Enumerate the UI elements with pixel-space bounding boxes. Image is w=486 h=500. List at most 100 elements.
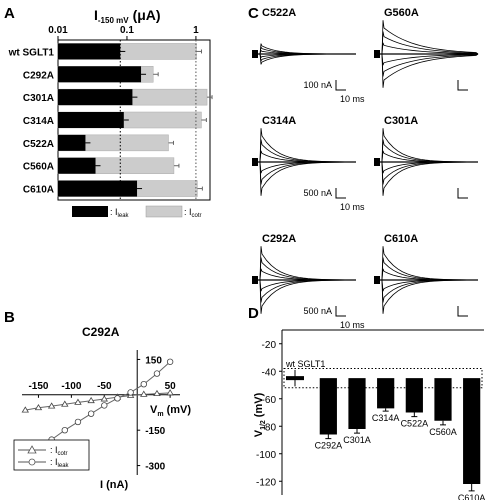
d-bar — [405, 378, 423, 413]
c-trace-label: C522A — [262, 7, 296, 19]
b-point-leak — [114, 395, 121, 402]
a-category-label: C610A — [23, 185, 54, 196]
b-point-leak — [61, 426, 68, 434]
c-trace-line — [378, 53, 479, 77]
c-scale-time: 10 ms — [340, 320, 365, 330]
legend-label-leak: : Ileak — [110, 207, 130, 219]
c-trace-line — [378, 257, 479, 281]
d-bar — [319, 378, 337, 435]
panel-d-bar-chart: V1/2(mV) -20 -40 -60 -80 -100 -120 wt SGLT1 C2… — [253, 329, 486, 500]
b-x-tick-label: -50 — [97, 381, 112, 392]
c-scale-amplitude: 500 nA — [303, 188, 332, 198]
d-y-tick-label: -60 — [262, 395, 277, 406]
c-scale-bar — [457, 306, 468, 317]
a-bar-leak — [58, 157, 96, 174]
panel-letter-d: D — [248, 305, 259, 322]
legend-label-cotr: : Icotr — [184, 207, 202, 219]
b-point-cotr — [21, 406, 29, 413]
a-tick-label: 1 — [193, 25, 199, 36]
a-category-label: C314A — [23, 116, 54, 127]
panel-letter-b: B — [4, 309, 15, 326]
d-category-label: C301A — [343, 435, 371, 445]
c-trace-line — [378, 42, 479, 55]
c-scale-bar — [457, 188, 468, 199]
b-x-tick-label: -150 — [28, 381, 48, 392]
c-scale-bar — [335, 188, 346, 199]
c-trace-label: C301A — [384, 115, 418, 127]
panel-b-title: C292A — [82, 325, 120, 339]
b-point-cotr — [153, 389, 161, 397]
c-trace-line — [378, 31, 479, 55]
c-trace-line — [378, 279, 479, 303]
b-point-cotr — [34, 404, 43, 411]
legend-marker-triangle — [27, 445, 37, 454]
b-y-tick-label: 150 — [145, 355, 162, 366]
a-bar-leak — [58, 134, 86, 151]
panel-b-ylabel: I (nA) — [100, 479, 128, 491]
c-trace-line — [256, 53, 357, 63]
d-category-label: C610A — [458, 493, 486, 500]
panel-d-ylabel: V1/2(mV) — [253, 392, 267, 437]
a-bar-leak — [58, 112, 124, 128]
a-category-label: C522A — [23, 139, 54, 150]
b-point-cotr — [166, 389, 174, 396]
d-y-tick-label: -100 — [256, 450, 276, 461]
panel-letter-c: C — [248, 5, 259, 22]
d-y-tick-label: -120 — [256, 477, 276, 488]
c-scale-time: 10 ms — [340, 94, 365, 104]
b-point-leak — [140, 380, 147, 388]
b-point-cotr — [100, 395, 108, 402]
panel-letter-a: A — [4, 5, 15, 22]
c-trace-baseline-block — [374, 158, 380, 166]
b-y-tick-label: -300 — [145, 462, 165, 473]
b-point-leak — [87, 410, 95, 417]
c-scale-bar — [335, 80, 346, 91]
c-scale-bar — [457, 80, 468, 91]
panel-b-legend — [13, 439, 90, 471]
c-scale-bar — [335, 306, 346, 317]
d-category-label: C560A — [429, 427, 457, 437]
legend-swatch-cotr — [145, 205, 183, 218]
b-point-cotr — [74, 398, 82, 405]
legend-swatch-leak — [72, 206, 108, 217]
d-bar — [434, 378, 452, 421]
c-trace-line — [378, 20, 479, 55]
legend-b-cotr: : Icotr — [50, 445, 68, 457]
panel-c-current-traces: C522A 100 nA 10 ms G560A C314A 500 nA 10 ms C30… — [252, 7, 479, 330]
panel-a-axis-title: I-150 mV (μA) — [94, 7, 161, 25]
a-bar-leak — [58, 180, 138, 197]
b-series-line-cotr — [25, 392, 171, 411]
b-point-leak — [74, 418, 82, 426]
c-trace-line — [256, 45, 357, 55]
a-category-label: C292A — [23, 70, 54, 81]
panel-b-iv-plot: C292A -150 -100 -50 50 150 -150 -300 Vm (mV) I … — [13, 325, 191, 491]
b-point-cotr — [87, 396, 95, 404]
a-category-label: wt SGLT1 — [8, 47, 55, 58]
legend-marker-circle — [28, 458, 36, 466]
b-point-leak — [153, 370, 161, 377]
b-x-tick-label: -100 — [61, 381, 81, 392]
c-trace-baseline-block — [374, 276, 380, 284]
a-tick-label: 0.1 — [120, 25, 134, 36]
d-category-label: C522A — [401, 419, 429, 429]
a-category-label: C301A — [23, 93, 54, 104]
c-trace-line — [378, 53, 479, 88]
c-trace-line — [256, 257, 357, 281]
c-trace-line — [378, 139, 479, 163]
b-point-leak — [166, 358, 174, 365]
c-trace-line — [378, 53, 479, 66]
c-scale-amplitude: 500 nA — [303, 306, 332, 316]
a-bar-leak — [58, 43, 121, 60]
c-trace-baseline-block — [252, 158, 258, 166]
b-point-cotr — [47, 402, 56, 409]
c-trace-label: G560A — [384, 7, 419, 19]
d-category-label: C314A — [372, 413, 400, 423]
c-trace-line — [256, 161, 357, 185]
c-scale-time: 10 ms — [340, 202, 365, 212]
b-point-leak — [101, 402, 108, 409]
a-tick-label: 0.01 — [48, 25, 68, 36]
b-point-cotr — [140, 390, 148, 397]
d-bar — [348, 378, 366, 429]
c-trace-line — [378, 161, 479, 185]
c-trace-label: C292A — [262, 233, 296, 245]
